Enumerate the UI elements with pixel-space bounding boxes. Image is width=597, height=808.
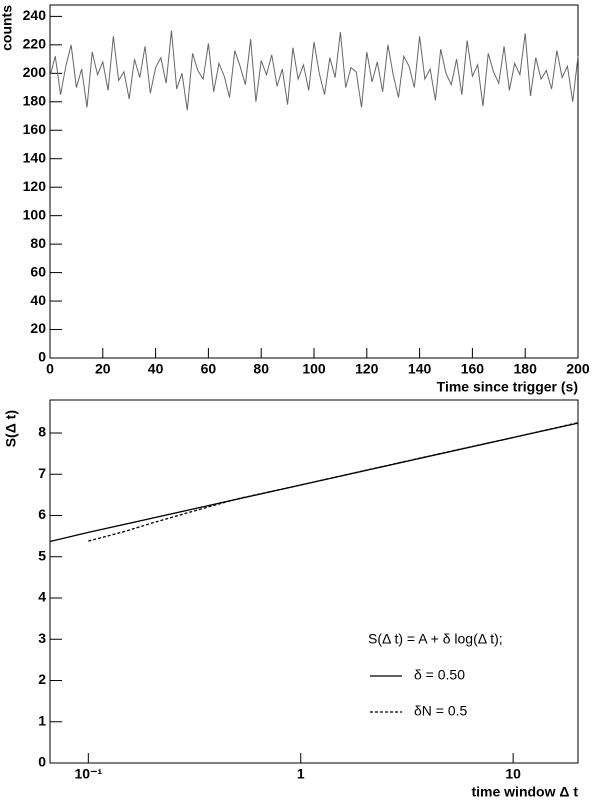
y-tick-label: 120 xyxy=(23,178,47,194)
y-tick-label: 160 xyxy=(23,121,47,137)
y-tick-label: 0 xyxy=(38,349,46,365)
x-tick-label: 160 xyxy=(461,361,485,377)
x-tick-label: 20 xyxy=(95,361,111,377)
y-tick-label: 6 xyxy=(38,506,46,522)
x-tick-label: 10 xyxy=(505,766,521,782)
y-tick-label: 180 xyxy=(23,92,47,108)
x-tick-label: 100 xyxy=(302,361,326,377)
x-tick-label: 60 xyxy=(201,361,217,377)
data-line xyxy=(49,30,579,111)
y-axis-title: S(Δ t) xyxy=(3,410,19,447)
y-tick-label: 200 xyxy=(23,64,47,80)
y-tick-label: 240 xyxy=(23,7,47,23)
y-tick-label: 7 xyxy=(38,465,46,481)
x-tick-label: 10⁻¹ xyxy=(75,766,103,782)
data-line xyxy=(49,422,579,543)
y-axis-title: counts xyxy=(0,5,15,51)
x-tick-label: 140 xyxy=(408,361,432,377)
x-axis-title: time window Δ t xyxy=(471,784,578,800)
x-tick-label: 80 xyxy=(253,361,269,377)
y-tick-label: 100 xyxy=(23,206,47,222)
x-tick-label: 40 xyxy=(148,361,164,377)
y-tick-label: 220 xyxy=(23,36,47,52)
x-tick-label: 180 xyxy=(514,361,538,377)
y-tick-label: 40 xyxy=(30,292,46,308)
x-tick-label: 120 xyxy=(355,361,379,377)
legend-label: δ = 0.50 xyxy=(414,667,465,683)
x-tick-label: 200 xyxy=(566,361,590,377)
y-tick-label: 0 xyxy=(38,754,46,770)
y-tick-label: 4 xyxy=(38,589,46,605)
plot-frame xyxy=(49,4,579,359)
plot-frame xyxy=(49,399,579,764)
legend-title: S(Δ t) = A + δ log(Δ t); xyxy=(368,631,503,647)
legend-label: δN = 0.5 xyxy=(414,703,468,719)
y-tick-label: 5 xyxy=(38,547,46,563)
y-tick-label: 80 xyxy=(30,235,46,251)
x-tick-label: 0 xyxy=(46,361,54,377)
y-tick-label: 2 xyxy=(38,671,46,687)
y-tick-label: 8 xyxy=(38,424,46,440)
x-tick-label: 1 xyxy=(297,766,305,782)
y-tick-label: 20 xyxy=(30,320,46,336)
y-tick-label: 1 xyxy=(38,712,46,728)
y-tick-label: 60 xyxy=(30,263,46,279)
y-tick-label: 140 xyxy=(23,149,47,165)
data-line xyxy=(88,422,579,542)
x-axis-title: Time since trigger (s) xyxy=(437,379,578,395)
y-tick-label: 3 xyxy=(38,630,46,646)
